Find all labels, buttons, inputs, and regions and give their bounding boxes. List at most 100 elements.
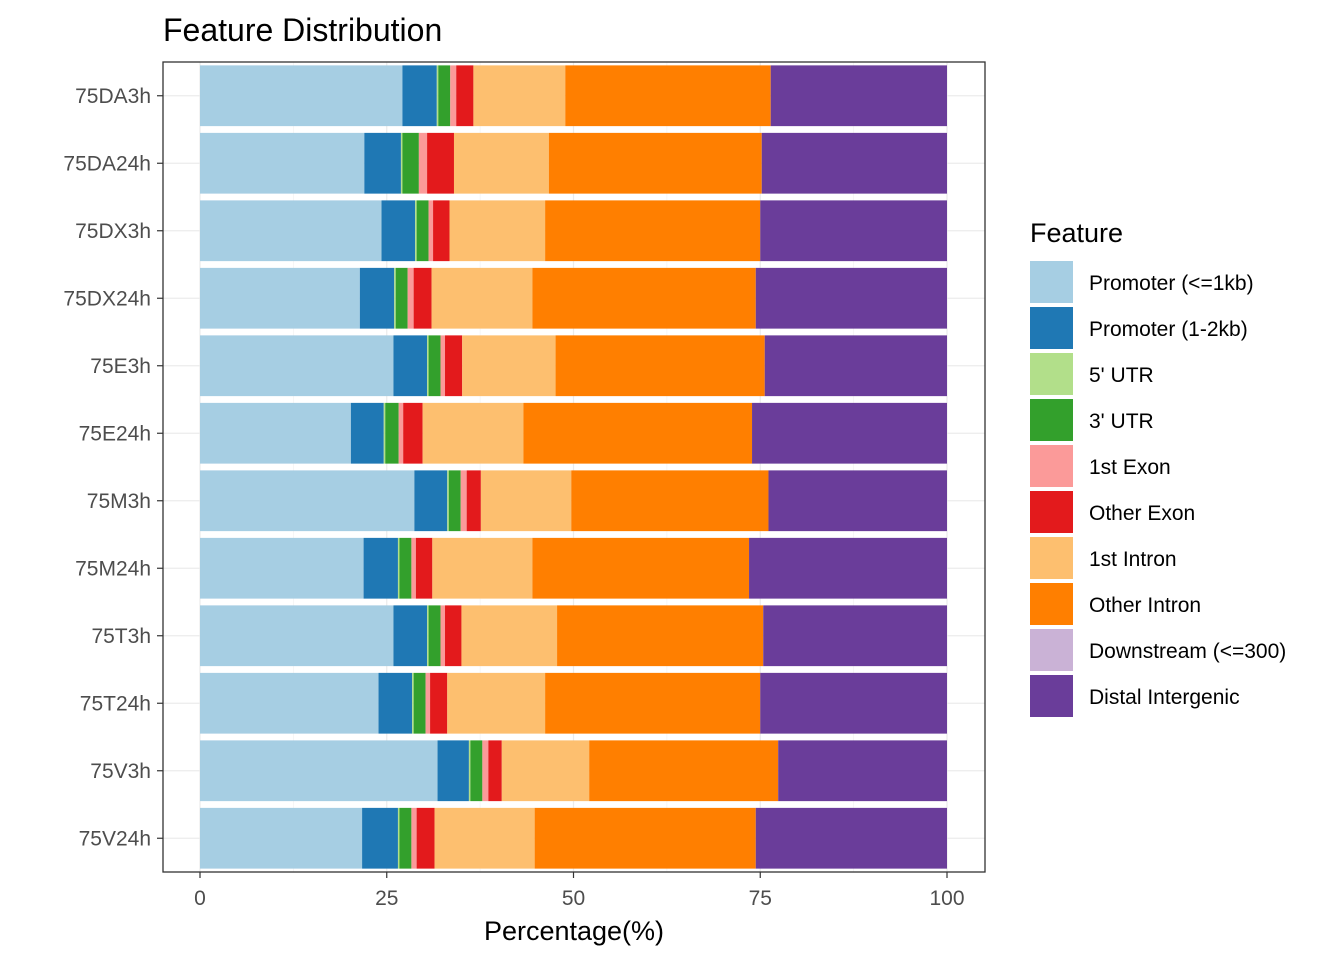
legend-swatch <box>1030 491 1073 533</box>
legend-label: Distal Intergenic <box>1089 686 1240 709</box>
bar-segment <box>415 200 417 262</box>
bar-segment <box>427 132 454 194</box>
y-tick-label: 75DX3h <box>75 220 151 243</box>
legend-swatch <box>1030 399 1073 441</box>
bar-segment <box>416 807 435 869</box>
bar-segment <box>437 740 469 802</box>
bar-segment <box>363 537 398 599</box>
y-tick-label: 75DX24h <box>63 287 151 310</box>
legend-swatch <box>1030 537 1073 579</box>
bar-segment <box>466 470 481 532</box>
legend-label: Promoter (<=1kb) <box>1089 272 1254 295</box>
bar-segment <box>761 132 947 194</box>
bar-segment <box>397 807 400 869</box>
x-axis-title: Percentage(%) <box>484 916 664 946</box>
bar-segment <box>411 537 416 599</box>
bar-segment <box>402 65 437 127</box>
x-tick-label: 0 <box>194 887 206 910</box>
legend-label: 1st Intron <box>1089 548 1177 571</box>
bar-segment <box>755 807 947 869</box>
bar-segment <box>501 740 590 802</box>
bar-segment <box>453 132 549 194</box>
bar-segment <box>394 267 396 329</box>
bar-segment <box>200 470 415 532</box>
legend-label: 5' UTR <box>1089 364 1154 387</box>
bar-segment <box>749 537 947 599</box>
bar-segment <box>200 65 403 127</box>
bar-segment <box>416 200 429 262</box>
x-tick-label: 50 <box>562 887 585 910</box>
x-tick-label: 25 <box>375 887 398 910</box>
bar-segment <box>555 335 765 397</box>
bar-segment <box>427 335 429 397</box>
bar-segment <box>565 65 771 127</box>
bar-segment <box>430 672 448 734</box>
bar-segment <box>362 807 398 869</box>
bar-segment <box>407 267 414 329</box>
legend-label: 1st Exon <box>1089 456 1171 479</box>
bar-segment <box>425 672 431 734</box>
bar-segment <box>449 200 546 262</box>
bar-segment <box>400 132 403 194</box>
bar-segment <box>200 402 351 464</box>
bar-segment <box>359 267 395 329</box>
bar-segment <box>200 537 364 599</box>
bar-segment <box>413 672 426 734</box>
bar-segment <box>456 65 474 127</box>
y-tick-label: 75E3h <box>90 355 151 378</box>
x-tick-label: 75 <box>749 887 772 910</box>
legend-swatch <box>1030 445 1073 487</box>
bar-segment <box>200 605 394 667</box>
bar-segment <box>447 470 449 532</box>
legend-label: Downstream (<=300) <box>1089 640 1286 663</box>
bar-segment <box>399 807 412 869</box>
bar-segment <box>447 672 546 734</box>
y-axis: 75DA3h 75DA24h 75DX3h 75DX24h 75E3h 75E24h 75M… <box>63 85 163 850</box>
bar-segment <box>397 537 400 599</box>
bar-segment <box>393 605 428 667</box>
y-tick-label: 75M24h <box>75 557 151 580</box>
bar-segment <box>413 267 432 329</box>
legend-swatch <box>1030 583 1073 625</box>
bar-segment <box>200 740 438 802</box>
y-tick-label: 75M3h <box>87 490 151 513</box>
chart-title: Feature Distribution <box>163 12 442 48</box>
bar-segment <box>763 605 947 667</box>
bar-segment <box>200 807 363 869</box>
bar-segment <box>755 267 947 329</box>
y-tick-label: 75V24h <box>79 827 151 850</box>
bar-segment <box>488 740 502 802</box>
bar-segment <box>764 335 947 397</box>
bar-segment <box>448 470 461 532</box>
bar-segment <box>411 807 417 869</box>
bar-segment <box>399 537 412 599</box>
bar-segment <box>450 65 457 127</box>
bar-segment <box>534 807 756 869</box>
legend-swatch <box>1030 675 1073 717</box>
bar-segment <box>462 335 556 397</box>
legend-label: Other Intron <box>1089 594 1201 617</box>
legend: Promoter (<=1kb) Promoter (1-2kb) 5' UTR 3'… <box>1030 261 1286 717</box>
bar-segment <box>432 537 533 599</box>
y-tick-label: 75DA3h <box>75 85 151 108</box>
bar-segment <box>385 402 399 464</box>
bar-segment <box>470 740 483 802</box>
bar-segment <box>200 335 394 397</box>
bar-segment <box>383 402 386 464</box>
bar-segment <box>418 132 428 194</box>
bar-segment <box>427 605 429 667</box>
bar-segment <box>381 200 416 262</box>
legend-swatch <box>1030 307 1073 349</box>
bar-segment <box>436 65 439 127</box>
bar-segment <box>532 537 750 599</box>
y-tick-label: 75E24h <box>79 422 151 445</box>
bar-segment <box>395 267 408 329</box>
legend-label: 3' UTR <box>1089 410 1154 433</box>
bar-segment <box>545 200 761 262</box>
bar-segment <box>571 470 769 532</box>
legend-swatch <box>1030 353 1073 395</box>
bar-segment <box>393 335 428 397</box>
bar-segment <box>770 65 947 127</box>
bar-segment <box>200 132 365 194</box>
